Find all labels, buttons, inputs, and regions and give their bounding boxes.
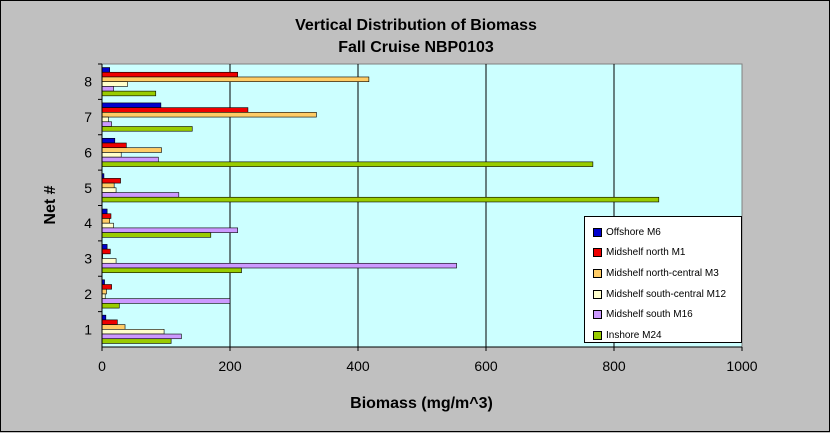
bar <box>101 81 128 87</box>
bar <box>101 86 114 92</box>
bar <box>101 319 118 325</box>
legend: Offshore M6 Midshelf north M1 Midshelf nor… <box>584 216 742 343</box>
bar <box>101 218 110 224</box>
legend-item: Offshore M6 <box>593 222 741 243</box>
bar <box>101 112 317 118</box>
bar <box>101 338 172 344</box>
bar <box>101 90 157 97</box>
bar <box>101 333 182 340</box>
bar <box>101 116 109 123</box>
legend-item: Midshelf south M16 <box>593 304 741 325</box>
bar <box>101 156 159 163</box>
bar <box>101 213 112 219</box>
x-tick-label: 200 <box>218 358 242 374</box>
axes-group: 0 200 400 600 800 1000 1 2 3 4 5 6 7 8 <box>84 63 758 374</box>
bar <box>101 227 238 233</box>
bar <box>101 314 107 321</box>
y-tick-label: 6 <box>84 144 92 160</box>
legend-label: Midshelf north M1 <box>606 247 686 259</box>
y-tick-label: 8 <box>84 74 92 90</box>
x-tick-label: 1000 <box>726 358 757 374</box>
legend-item: Midshelf north M1 <box>593 243 741 264</box>
bar <box>101 71 238 78</box>
legend-swatch <box>593 289 602 299</box>
bar <box>101 192 180 198</box>
legend-swatch <box>593 330 602 340</box>
bar <box>101 303 120 309</box>
bar <box>101 267 242 274</box>
legend-label: Midshelf south M16 <box>606 309 693 321</box>
bar <box>101 262 457 269</box>
bar <box>101 187 117 193</box>
bar <box>101 208 108 215</box>
y-tick-label: 4 <box>84 215 92 231</box>
y-tick-label: 5 <box>84 180 92 196</box>
bar <box>101 107 249 113</box>
y-tick-label: 2 <box>84 286 92 302</box>
bar <box>101 298 231 304</box>
legend-swatch <box>593 227 602 237</box>
bar <box>101 222 114 229</box>
bar <box>101 142 127 149</box>
bar <box>101 258 117 264</box>
bar <box>101 182 115 189</box>
bar <box>101 102 162 108</box>
x-tick-label: 800 <box>602 358 626 374</box>
bar <box>101 329 165 335</box>
bar <box>101 161 594 167</box>
legend-label: Midshelf south-central M12 <box>606 288 727 300</box>
bar <box>101 196 660 203</box>
y-tick-label: 1 <box>84 321 92 337</box>
bar <box>101 137 116 144</box>
bar <box>101 288 107 295</box>
legend-label: Midshelf north-central M3 <box>606 267 719 279</box>
legend-item: Midshelf south-central M12 <box>593 284 741 305</box>
bar <box>101 248 111 255</box>
legend-item: Midshelf north-central M3 <box>593 263 741 284</box>
bar <box>101 244 108 250</box>
x-tick-label: 600 <box>474 358 498 374</box>
y-axis-label: Net # <box>42 185 59 225</box>
x-axis-label: Biomass (mg/m^3) <box>350 395 493 412</box>
legend-item: Inshore M24 <box>593 325 741 346</box>
x-tick-label: 400 <box>346 358 370 374</box>
bar <box>101 147 162 153</box>
chart-subtitle: Fall Cruise NBP0103 <box>338 39 494 56</box>
legend-label: Offshore M6 <box>606 226 661 238</box>
legend-label: Inshore M24 <box>606 329 662 341</box>
y-tick-label: 7 <box>84 109 92 125</box>
bar <box>101 178 121 184</box>
legend-swatch <box>593 268 602 278</box>
bar <box>101 126 193 132</box>
legend-swatch <box>593 248 602 258</box>
bar <box>101 121 112 127</box>
y-tick-label: 3 <box>84 251 92 267</box>
bar <box>101 284 112 290</box>
bar <box>101 324 126 330</box>
x-tick-label: 0 <box>98 358 106 374</box>
bar <box>101 76 370 82</box>
bar <box>101 232 212 238</box>
legend-swatch <box>593 310 602 320</box>
bar <box>101 152 122 158</box>
chart-title: Vertical Distribution of Biomass <box>295 17 537 34</box>
bar <box>101 67 110 73</box>
